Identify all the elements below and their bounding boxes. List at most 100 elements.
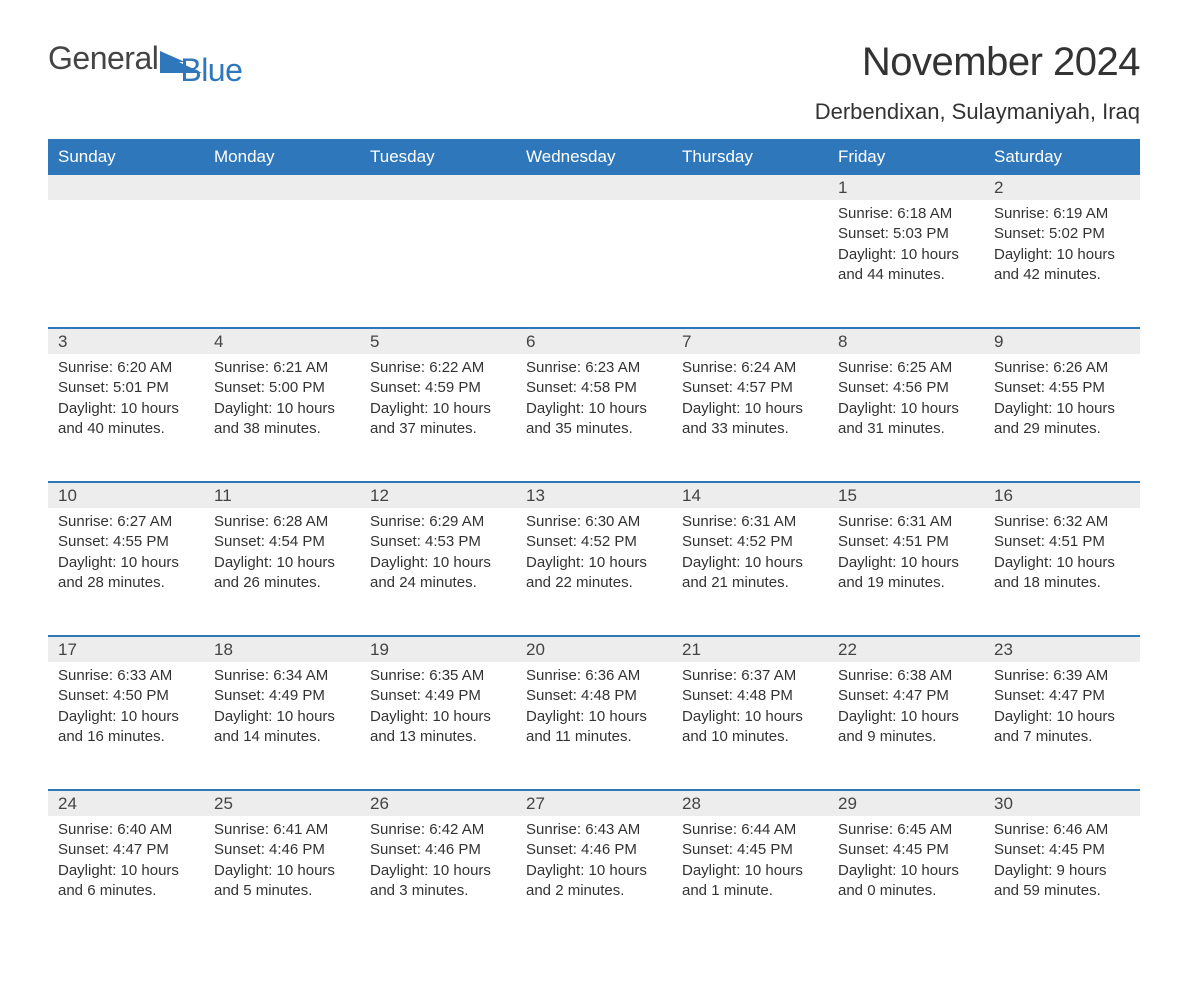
day-content-cell: Sunrise: 6:18 AMSunset: 5:03 PMDaylight:… [828, 200, 984, 328]
day-number-cell: 1 [828, 175, 984, 200]
day-number-cell: 27 [516, 790, 672, 816]
day-number-cell: 20 [516, 636, 672, 662]
sunrise-text: Sunrise: 6:30 AM [526, 512, 662, 532]
weekday-header: Friday [828, 139, 984, 175]
daylight1-text: Daylight: 10 hours [370, 553, 506, 573]
daylight2-text: and 13 minutes. [370, 727, 506, 747]
daylight2-text: and 16 minutes. [58, 727, 194, 747]
day-content-cell: Sunrise: 6:26 AMSunset: 4:55 PMDaylight:… [984, 354, 1140, 482]
day-content-cell: Sunrise: 6:31 AMSunset: 4:51 PMDaylight:… [828, 508, 984, 636]
day-number-cell: 26 [360, 790, 516, 816]
daylight1-text: Daylight: 10 hours [58, 399, 194, 419]
daylight2-text: and 7 minutes. [994, 727, 1130, 747]
daylight1-text: Daylight: 10 hours [838, 399, 974, 419]
day-number-cell: 12 [360, 482, 516, 508]
daylight2-text: and 44 minutes. [838, 265, 974, 285]
day-number-cell: 21 [672, 636, 828, 662]
day-number-cell: 30 [984, 790, 1140, 816]
day-content-cell: Sunrise: 6:29 AMSunset: 4:53 PMDaylight:… [360, 508, 516, 636]
sunrise-text: Sunrise: 6:20 AM [58, 358, 194, 378]
sunrise-text: Sunrise: 6:27 AM [58, 512, 194, 532]
sunrise-text: Sunrise: 6:35 AM [370, 666, 506, 686]
day-number-cell: 16 [984, 482, 1140, 508]
logo: General Blue [48, 40, 268, 77]
calendar-table: Sunday Monday Tuesday Wednesday Thursday… [48, 139, 1140, 944]
sunset-text: Sunset: 4:45 PM [994, 840, 1130, 860]
daylight1-text: Daylight: 10 hours [526, 399, 662, 419]
sunrise-text: Sunrise: 6:25 AM [838, 358, 974, 378]
weekday-header: Saturday [984, 139, 1140, 175]
sunset-text: Sunset: 4:52 PM [682, 532, 818, 552]
logo-text-1: General [48, 40, 158, 77]
day-number-cell: 7 [672, 328, 828, 354]
day-number-row: 17181920212223 [48, 636, 1140, 662]
day-content-cell: Sunrise: 6:19 AMSunset: 5:02 PMDaylight:… [984, 200, 1140, 328]
sunset-text: Sunset: 4:46 PM [214, 840, 350, 860]
day-content-cell: Sunrise: 6:24 AMSunset: 4:57 PMDaylight:… [672, 354, 828, 482]
weekday-header: Thursday [672, 139, 828, 175]
day-number-cell: 25 [204, 790, 360, 816]
day-content-row: Sunrise: 6:33 AMSunset: 4:50 PMDaylight:… [48, 662, 1140, 790]
sunset-text: Sunset: 4:56 PM [838, 378, 974, 398]
page-header: General Blue November 2024 Derbendixan, … [48, 40, 1140, 135]
sunrise-text: Sunrise: 6:31 AM [838, 512, 974, 532]
daylight2-text: and 33 minutes. [682, 419, 818, 439]
day-number-cell: 22 [828, 636, 984, 662]
daylight1-text: Daylight: 10 hours [994, 553, 1130, 573]
daylight1-text: Daylight: 10 hours [370, 399, 506, 419]
day-content-cell: Sunrise: 6:33 AMSunset: 4:50 PMDaylight:… [48, 662, 204, 790]
logo-text-2: Blue [180, 52, 242, 89]
day-number-cell: 13 [516, 482, 672, 508]
sunrise-text: Sunrise: 6:46 AM [994, 820, 1130, 840]
day-number-cell: 6 [516, 328, 672, 354]
weekday-header-row: Sunday Monday Tuesday Wednesday Thursday… [48, 139, 1140, 175]
weekday-header: Monday [204, 139, 360, 175]
day-content-cell [48, 200, 204, 328]
weekday-header: Wednesday [516, 139, 672, 175]
sunset-text: Sunset: 4:46 PM [370, 840, 506, 860]
sunset-text: Sunset: 4:49 PM [370, 686, 506, 706]
sunset-text: Sunset: 4:54 PM [214, 532, 350, 552]
daylight2-text: and 59 minutes. [994, 881, 1130, 901]
day-number-cell: 19 [360, 636, 516, 662]
day-content-cell: Sunrise: 6:20 AMSunset: 5:01 PMDaylight:… [48, 354, 204, 482]
day-content-cell: Sunrise: 6:38 AMSunset: 4:47 PMDaylight:… [828, 662, 984, 790]
day-number-cell: 23 [984, 636, 1140, 662]
daylight1-text: Daylight: 10 hours [214, 553, 350, 573]
sunrise-text: Sunrise: 6:38 AM [838, 666, 974, 686]
sunset-text: Sunset: 4:51 PM [838, 532, 974, 552]
day-number-row: 12 [48, 175, 1140, 200]
daylight2-text: and 11 minutes. [526, 727, 662, 747]
sunset-text: Sunset: 4:46 PM [526, 840, 662, 860]
sunset-text: Sunset: 4:47 PM [994, 686, 1130, 706]
day-number-row: 24252627282930 [48, 790, 1140, 816]
sunset-text: Sunset: 4:55 PM [58, 532, 194, 552]
daylight1-text: Daylight: 10 hours [682, 861, 818, 881]
day-content-cell: Sunrise: 6:28 AMSunset: 4:54 PMDaylight:… [204, 508, 360, 636]
sunrise-text: Sunrise: 6:45 AM [838, 820, 974, 840]
location-subtitle: Derbendixan, Sulaymaniyah, Iraq [815, 99, 1140, 125]
day-content-cell: Sunrise: 6:39 AMSunset: 4:47 PMDaylight:… [984, 662, 1140, 790]
day-number-cell [48, 175, 204, 200]
day-number-cell: 3 [48, 328, 204, 354]
daylight1-text: Daylight: 10 hours [838, 707, 974, 727]
sunset-text: Sunset: 4:53 PM [370, 532, 506, 552]
sunset-text: Sunset: 4:57 PM [682, 378, 818, 398]
day-content-cell: Sunrise: 6:27 AMSunset: 4:55 PMDaylight:… [48, 508, 204, 636]
day-content-cell: Sunrise: 6:45 AMSunset: 4:45 PMDaylight:… [828, 816, 984, 944]
daylight1-text: Daylight: 10 hours [370, 707, 506, 727]
sunset-text: Sunset: 4:55 PM [994, 378, 1130, 398]
sunrise-text: Sunrise: 6:29 AM [370, 512, 506, 532]
sunset-text: Sunset: 4:48 PM [526, 686, 662, 706]
sunrise-text: Sunrise: 6:19 AM [994, 204, 1130, 224]
daylight1-text: Daylight: 10 hours [526, 553, 662, 573]
sunset-text: Sunset: 4:52 PM [526, 532, 662, 552]
daylight2-text: and 14 minutes. [214, 727, 350, 747]
sunrise-text: Sunrise: 6:18 AM [838, 204, 974, 224]
day-content-cell: Sunrise: 6:40 AMSunset: 4:47 PMDaylight:… [48, 816, 204, 944]
day-number-cell: 11 [204, 482, 360, 508]
day-content-cell: Sunrise: 6:37 AMSunset: 4:48 PMDaylight:… [672, 662, 828, 790]
daylight2-text: and 2 minutes. [526, 881, 662, 901]
day-content-row: Sunrise: 6:20 AMSunset: 5:01 PMDaylight:… [48, 354, 1140, 482]
day-content-cell: Sunrise: 6:36 AMSunset: 4:48 PMDaylight:… [516, 662, 672, 790]
